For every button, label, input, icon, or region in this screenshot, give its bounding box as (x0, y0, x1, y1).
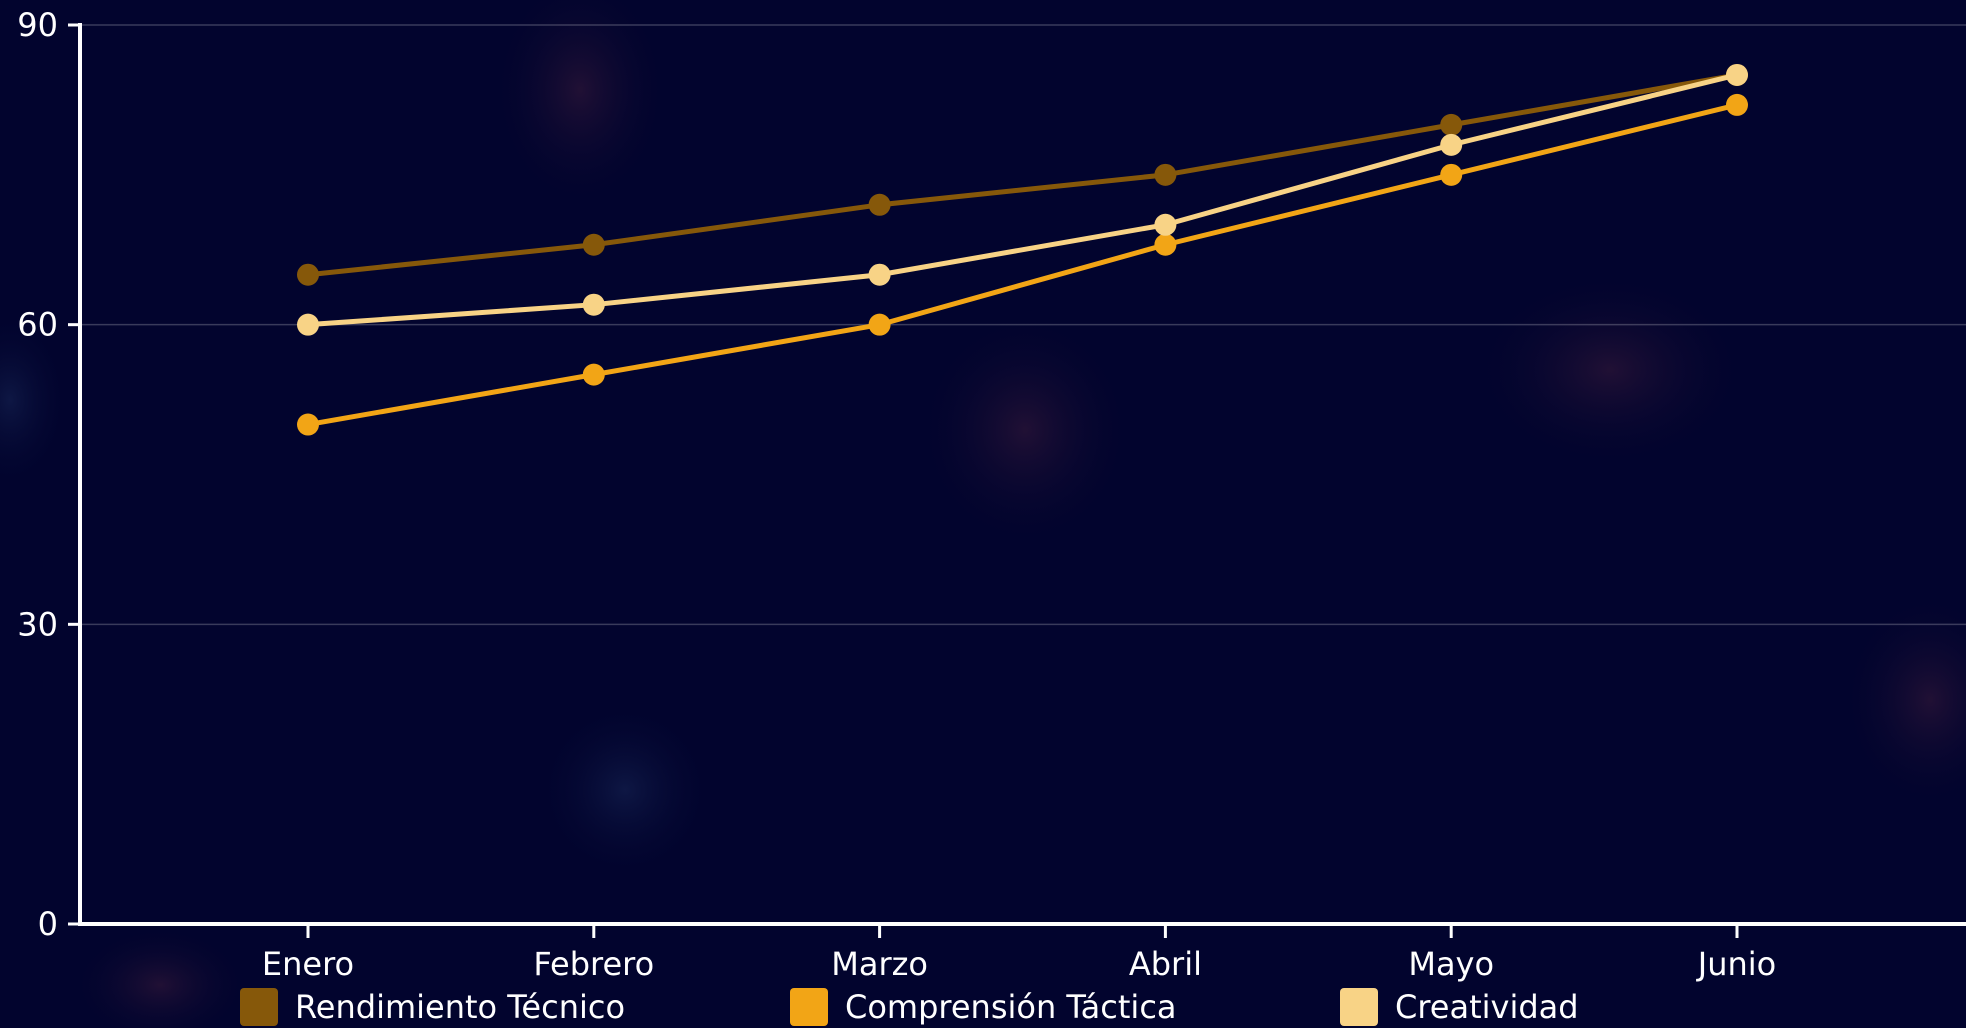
series-group (297, 63, 1748, 436)
legend-swatch (790, 988, 828, 1026)
data-point[interactable] (1154, 163, 1177, 186)
background-glow (70, 925, 250, 1028)
data-point[interactable] (297, 413, 319, 436)
x-tick-label: Febrero (533, 945, 654, 983)
legend-label: Rendimiento Técnico (295, 988, 625, 1026)
legend-item: Rendimiento Técnico (240, 988, 625, 1026)
data-point[interactable] (1440, 133, 1463, 156)
legend-item: Comprensión Táctica (790, 988, 1177, 1026)
legend-item: Creatividad (1340, 988, 1579, 1026)
x-tick-label: Mayo (1408, 945, 1494, 983)
data-point[interactable] (582, 363, 605, 386)
data-point[interactable] (1726, 63, 1748, 86)
series-line (307, 102, 1738, 428)
legend-label: Creatividad (1395, 988, 1579, 1026)
series-1 (297, 93, 1748, 436)
series-2 (297, 63, 1748, 336)
y-tick-label: 90 (17, 6, 58, 44)
legend-label: Comprensión Táctica (845, 988, 1177, 1026)
data-point[interactable] (1440, 113, 1463, 136)
data-point[interactable] (582, 233, 605, 256)
legend: Rendimiento Técnico Comprensión Táctica Cr… (240, 988, 1579, 1026)
x-tick-label: Marzo (831, 945, 928, 983)
data-point[interactable] (1154, 213, 1177, 236)
series-line (307, 72, 1738, 328)
x-tick-label: Enero (262, 945, 354, 983)
series-line (307, 72, 1738, 278)
background-glow (1470, 270, 1750, 470)
y-tick-label: 60 (17, 306, 58, 344)
axes: 0 30 60 90 Enero Febrero Marzo Abril Mayo Junio (17, 6, 1966, 983)
data-point[interactable] (297, 263, 319, 286)
y-tick-label: 30 (17, 605, 58, 643)
data-point[interactable] (868, 313, 891, 336)
background-glow (490, 0, 670, 210)
background-glow (915, 310, 1135, 550)
data-point[interactable] (297, 313, 319, 336)
background-glow (1840, 590, 1966, 810)
data-point[interactable] (868, 193, 891, 216)
data-point[interactable] (1440, 163, 1463, 186)
background-glow (0, 310, 70, 490)
data-point[interactable] (582, 293, 605, 316)
y-tick-label: 0 (38, 905, 58, 943)
grid-lines (80, 24, 1966, 626)
legend-swatch (1340, 988, 1378, 1026)
data-point[interactable] (868, 263, 891, 286)
background-glow (535, 700, 715, 880)
x-tick-label: Abril (1129, 945, 1202, 983)
x-tick-label: Junio (1696, 945, 1776, 983)
data-point[interactable] (1726, 93, 1748, 116)
data-point[interactable] (1154, 233, 1177, 256)
legend-swatch (240, 988, 278, 1026)
